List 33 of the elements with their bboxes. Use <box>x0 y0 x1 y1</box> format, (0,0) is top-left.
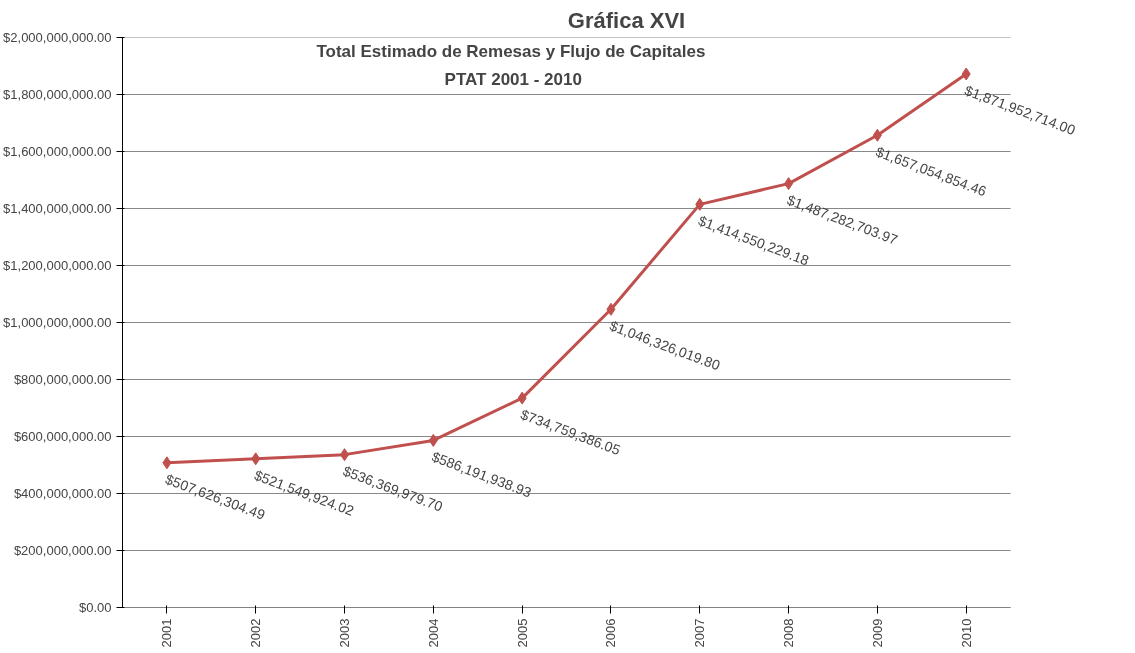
y-tick-label: $1,400,000,000.00 <box>3 201 112 216</box>
point <box>428 433 438 447</box>
x-tick-label: 2008 <box>781 618 797 648</box>
x-tick-label: 2005 <box>514 618 530 648</box>
point <box>606 302 616 316</box>
x-tick-label: 2009 <box>869 618 885 648</box>
x-tick-label: 2006 <box>603 618 619 648</box>
y-tick-label: $1,800,000,000.00 <box>3 87 112 102</box>
x-tick-label: 2003 <box>337 618 353 648</box>
y-tick-label: $2,000,000,000.00 <box>3 30 112 45</box>
text: Total Estimado de Remesas y Flujo de Capitales PTAT 2001 - 2010 <box>316 42 706 89</box>
y-tick-label: $600,000,000.00 <box>13 429 112 444</box>
point <box>872 128 882 142</box>
point <box>251 452 261 466</box>
x-tick-label: 2001 <box>159 618 175 648</box>
point <box>695 197 705 211</box>
y-tick-label: $400,000,000.00 <box>13 486 112 501</box>
y-tick-label: $1,000,000,000.00 <box>3 315 112 330</box>
point <box>517 391 527 405</box>
point <box>162 456 172 470</box>
x-tick-label: 2010 <box>958 618 974 648</box>
x-tick-label: 2002 <box>248 618 264 648</box>
point <box>784 177 794 191</box>
point <box>340 448 350 462</box>
y-tick-label: $1,600,000,000.00 <box>3 144 112 159</box>
y-tick-label: $1,200,000,000.00 <box>3 258 112 273</box>
point <box>961 67 971 81</box>
x-tick-label: 2007 <box>692 618 708 648</box>
chart-title: Gráfica XVI <box>567 7 686 33</box>
x-tick-label: 2004 <box>425 618 441 648</box>
y-tick-label: $200,000,000.00 <box>13 543 112 558</box>
y-tick-label: $0.00 <box>78 600 112 615</box>
y-tick-label: $800,000,000.00 <box>13 372 112 387</box>
